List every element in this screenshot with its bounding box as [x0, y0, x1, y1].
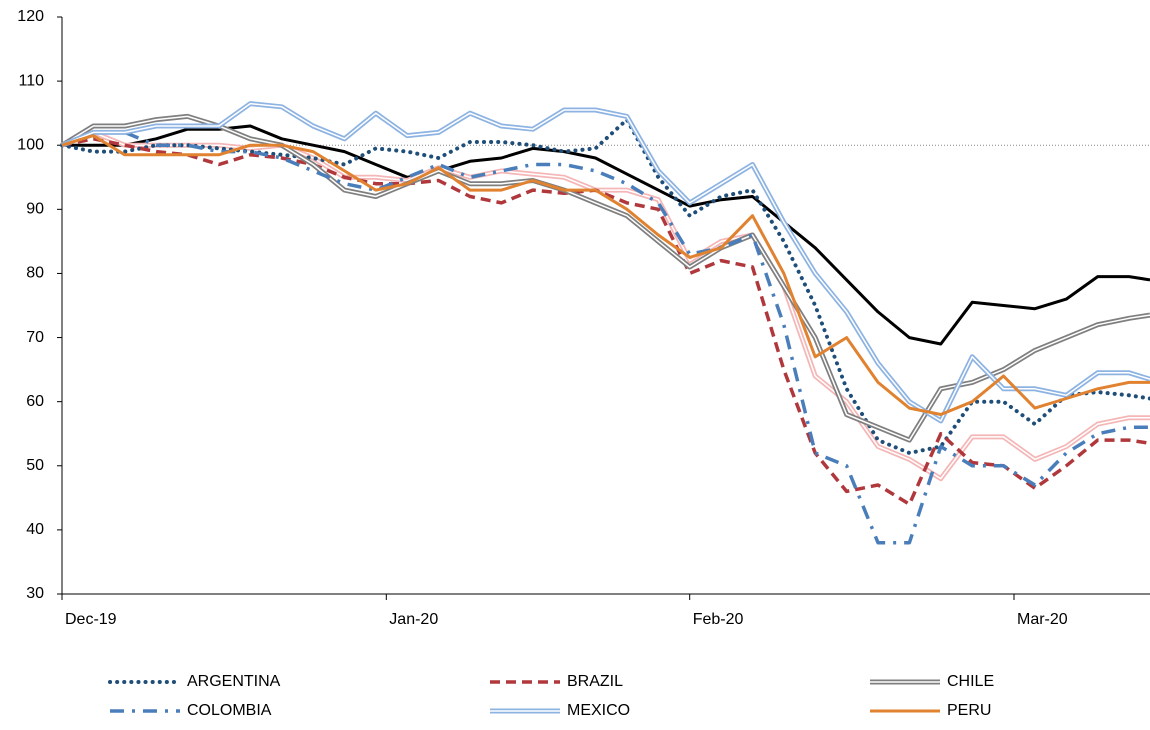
series-line	[61, 129, 1150, 482]
y-tick-label: 70	[26, 329, 44, 346]
y-tick-label: 30	[26, 585, 44, 602]
x-tick-label: Jan-20	[389, 611, 438, 628]
x-tick-label: Feb-20	[693, 611, 744, 628]
y-tick-label: 110	[18, 72, 44, 89]
y-tick-label: 90	[26, 201, 44, 218]
legend-label: BRAZIL	[567, 673, 623, 690]
y-tick-label: 60	[26, 393, 44, 410]
legend-label: COLOMBIA	[187, 702, 272, 719]
y-tick-label: 40	[26, 521, 44, 538]
series-line-inner	[61, 102, 1150, 422]
series-line	[61, 137, 1150, 506]
y-tick-label: 120	[17, 8, 44, 25]
series-line	[61, 130, 1150, 545]
y-tick-label: 100	[17, 136, 44, 153]
legend-label: PERU	[947, 702, 991, 719]
legend-label: CHILE	[947, 673, 994, 690]
series-line	[62, 124, 1150, 346]
series-line	[60, 117, 1150, 455]
legend-label: ARGENTINA	[187, 673, 281, 690]
x-tick-label: Dec-19	[65, 611, 117, 628]
x-tick-label: Mar-20	[1017, 611, 1068, 628]
y-tick-label: 50	[26, 457, 44, 474]
series-line-inner	[61, 131, 1150, 480]
series-line	[61, 134, 1150, 416]
legend-label: MEXICO	[567, 702, 630, 719]
y-tick-label: 80	[26, 265, 44, 282]
series-line-inner	[61, 115, 1150, 441]
